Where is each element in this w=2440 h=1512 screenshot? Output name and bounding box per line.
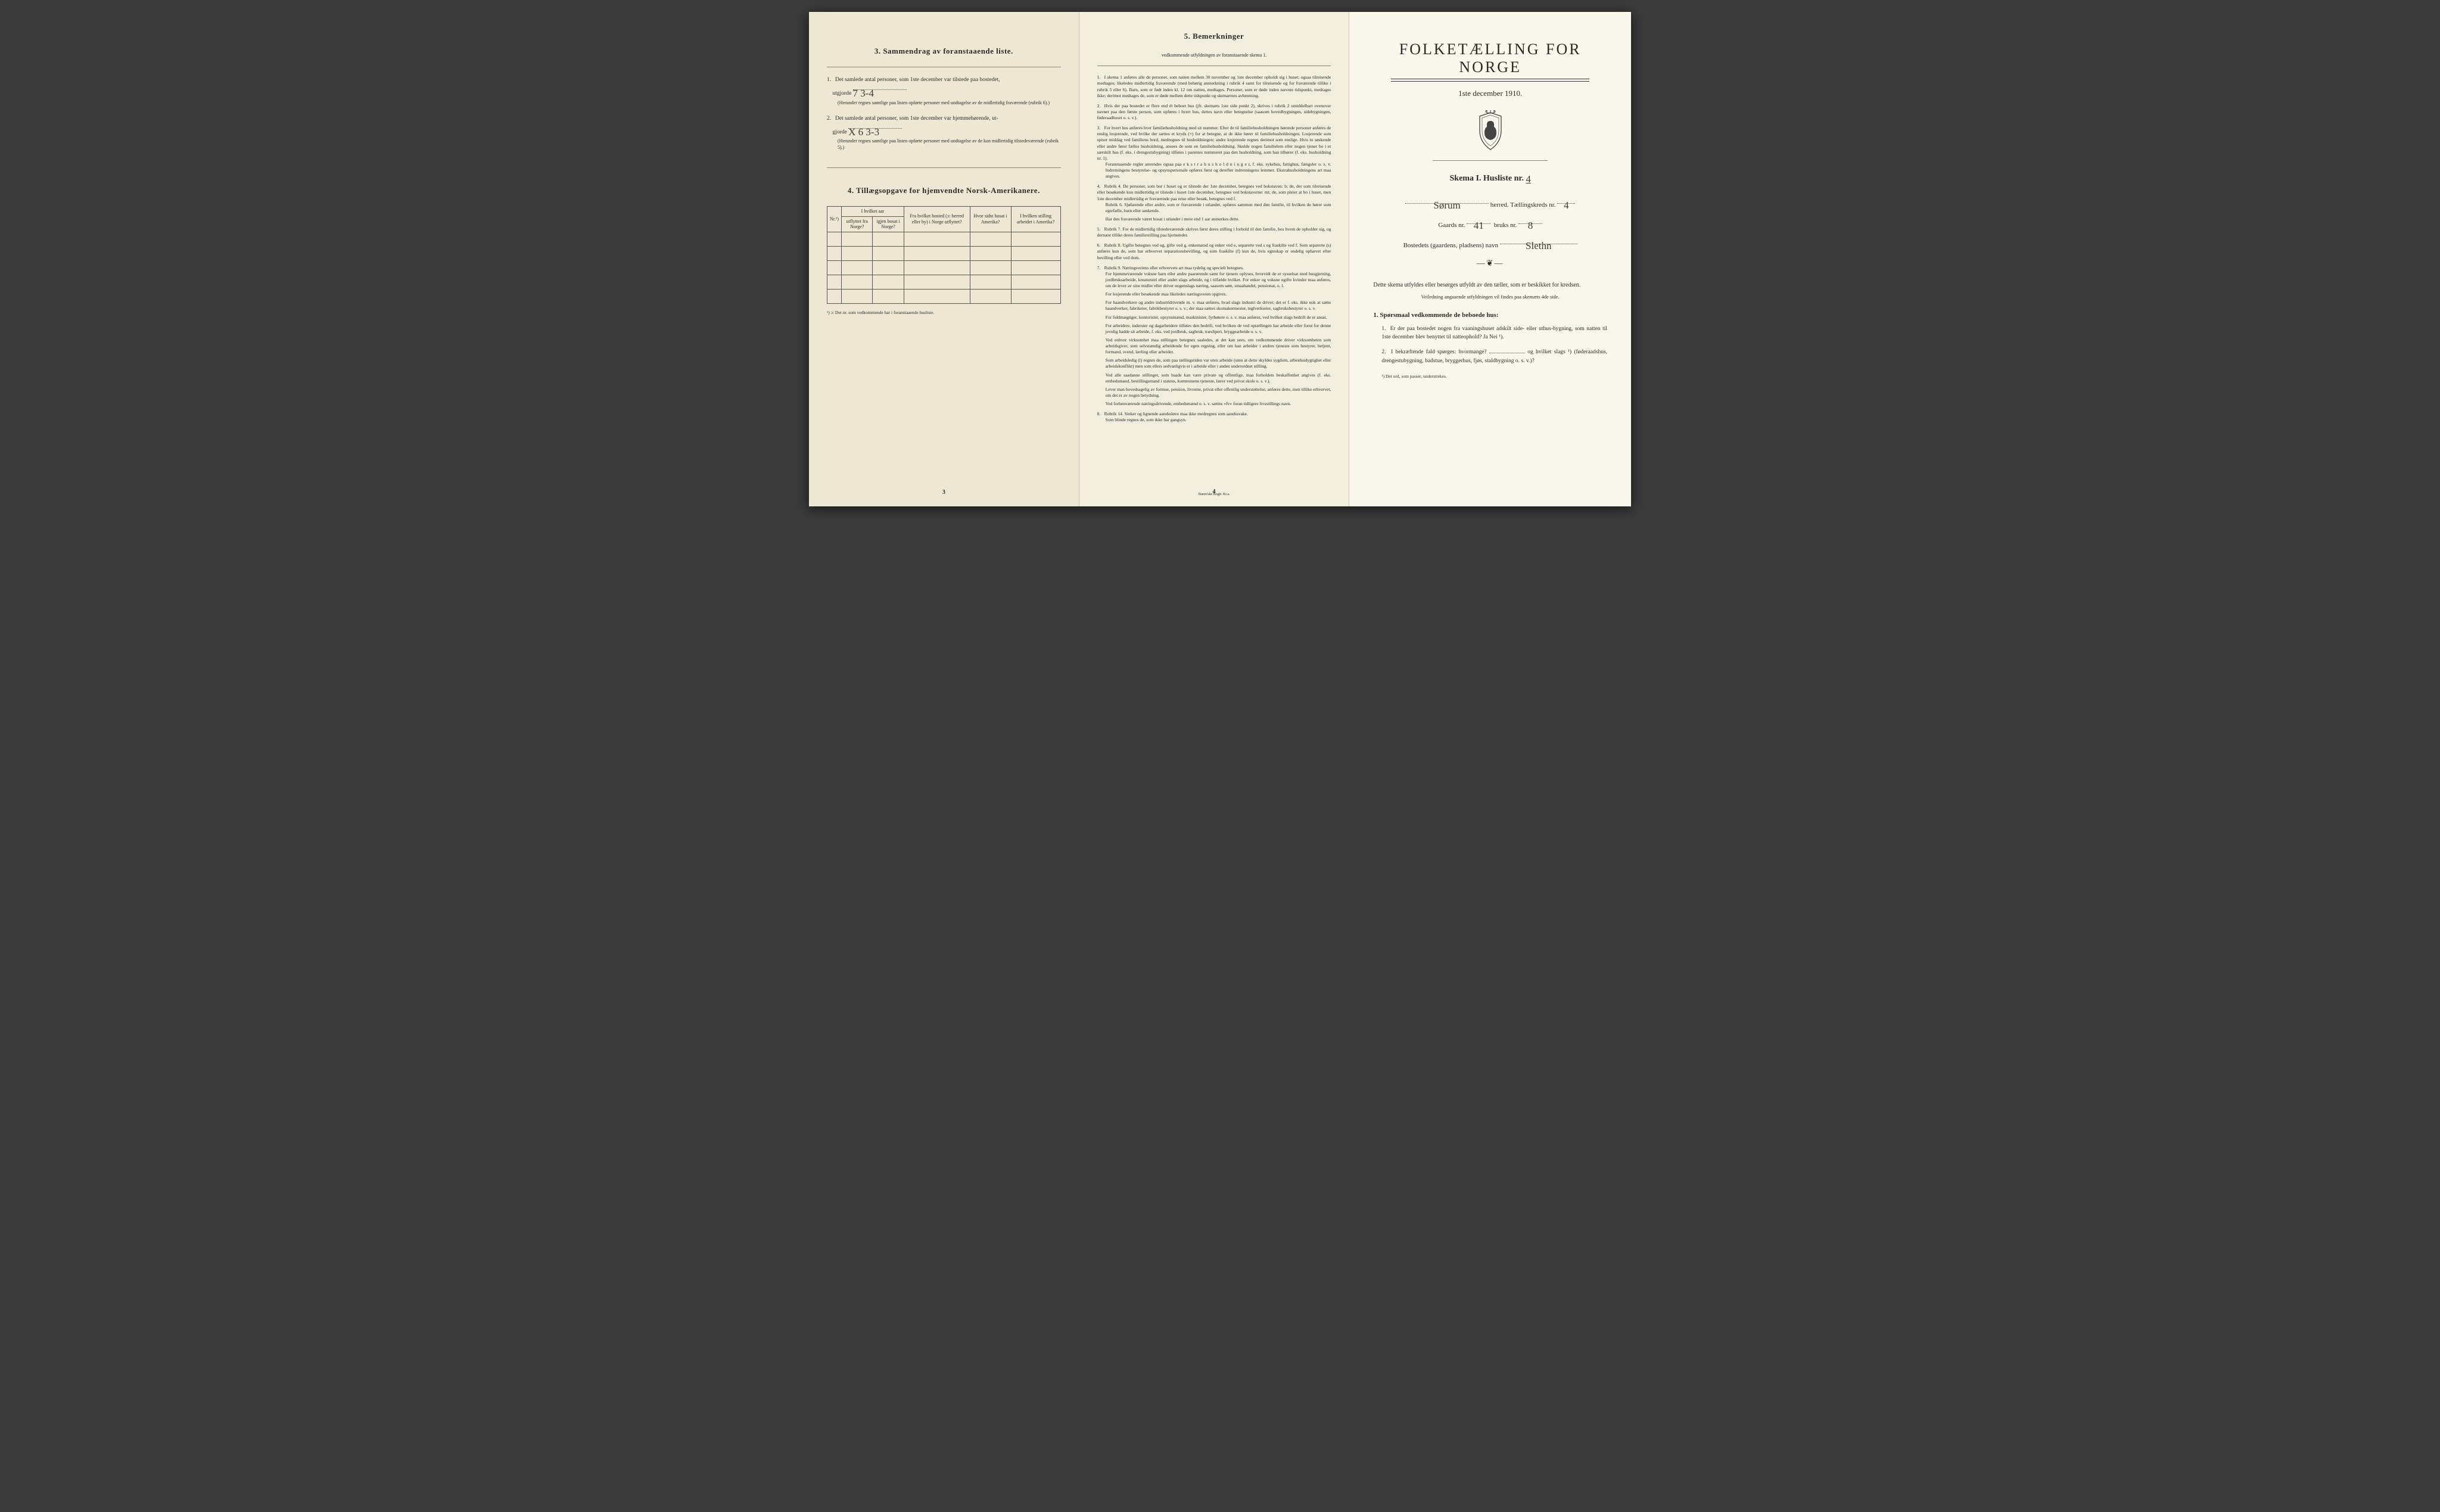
section-5-subtitle: vedkommende utfyldningen av foranstaaend…	[1097, 52, 1331, 59]
gaards-nr: 41	[1474, 220, 1484, 232]
col-year-out: utflyttet fra Norge?	[842, 216, 873, 232]
husliste-nr: 4	[1526, 173, 1531, 185]
skema-line: Skema I. Husliste nr. 4	[1373, 172, 1607, 183]
col-nr: Nr.¹)	[827, 207, 842, 232]
remark-6: 6.Rubrik 8. Ugifte betegnes ved ug, gift…	[1097, 242, 1331, 260]
section-5-title: 5. Bemerkninger	[1097, 31, 1331, 42]
divider	[1433, 160, 1548, 161]
col-from: Fra hvilket bosted (ɔ: herred eller by) …	[904, 207, 970, 232]
title-rule	[1391, 81, 1589, 82]
divider	[827, 167, 1061, 168]
remark-8: 8.Rubrik 14. Sinker og lignende aandsslø…	[1097, 411, 1331, 423]
remark-2: 2.Hvis der paa bostedet er flere end ét …	[1097, 103, 1331, 121]
note-2: (Herunder regnes samtlige paa listen opf…	[838, 138, 1061, 151]
col-where: Hvor sidst bosat i Amerika?	[970, 207, 1011, 232]
kreds-nr: 4	[1564, 200, 1569, 211]
bosted-value: Slethn	[1526, 240, 1551, 252]
ornament-icon: ―❦―	[1373, 259, 1607, 269]
bosted-row: Bostedets (gaardens, pladsens) navn Slet…	[1373, 238, 1607, 249]
remark-7: 7.Rubrik 9. Næringsveiens eller erhverve…	[1097, 265, 1331, 407]
document-spread: 3. Sammendrag av foranstaaende liste. 1.…	[809, 12, 1631, 506]
question-2: 2. I bekræftende fald spørges: hvormange…	[1381, 347, 1607, 365]
questions-block: 1. Spørsmaal vedkommende de beboede hus:…	[1373, 312, 1607, 365]
section-4-title: 4. Tillægsopgave for hjemvendte Norsk-Am…	[827, 186, 1061, 195]
handwritten-value-2: X 6 3-3	[848, 125, 879, 140]
remark-3: 3.For hvert hus anføres hver familiehush…	[1097, 125, 1331, 179]
questions-heading: 1. Spørsmaal vedkommende de beboede hus:	[1373, 312, 1607, 319]
page-number: 3	[942, 489, 945, 496]
bruks-nr: 8	[1528, 220, 1533, 232]
cover-page: FOLKETÆLLING FOR NORGE 1ste december 191…	[1349, 12, 1631, 506]
remark-5: 5.Rubrik 7. For de midlertidig tilstedev…	[1097, 226, 1331, 238]
page-4: 5. Bemerkninger vedkommende utfyldningen…	[1079, 12, 1350, 506]
summary-list: 1.Det samlede antal personer, som 1ste d…	[827, 76, 1061, 151]
herred-value: Sørum	[1433, 200, 1460, 211]
table-row	[827, 232, 1061, 246]
question-1: 1. Er der paa bostedet nogen fra vaaning…	[1381, 325, 1607, 342]
page-3: 3. Sammendrag av foranstaaende liste. 1.…	[809, 12, 1079, 506]
instruction-1: Dette skema utfyldes eller besørges utfy…	[1373, 281, 1607, 290]
col-year-back: igjen bosat i Norge?	[873, 216, 904, 232]
table-row	[827, 260, 1061, 275]
gaards-row: Gaards nr. 41 bruks nr. 8	[1373, 218, 1607, 229]
cover-footnote: ¹) Det ord, som passer, understrekes.	[1373, 374, 1607, 379]
remark-4: 4.Rubrik 4. De personer, som bor i huset…	[1097, 183, 1331, 222]
summary-item-1: 1.Det samlede antal personer, som 1ste d…	[827, 76, 1061, 106]
col-position: I hvilken stilling arbeidet i Amerika?	[1011, 207, 1060, 232]
table-body	[827, 232, 1061, 303]
col-year: I hvilket aar	[842, 207, 904, 217]
emigrant-table: Nr.¹) I hvilket aar Fra hvilket bosted (…	[827, 206, 1061, 304]
herred-row: Sørum herred. Tællingskreds nr. 4	[1373, 198, 1607, 209]
table-footnote: ¹) ɔ: Det nr. som vedkommende har i fora…	[827, 310, 1061, 315]
remarks-body: 1.I skema 1 anføres alle de personer, so…	[1097, 74, 1331, 423]
main-title: FOLKETÆLLING FOR NORGE	[1373, 41, 1607, 76]
remark-1: 1.I skema 1 anføres alle de personer, so…	[1097, 74, 1331, 99]
summary-item-2: 2.Det samlede antal personer, som 1ste d…	[827, 114, 1061, 151]
section-3-title: 3. Sammendrag av foranstaaende liste.	[827, 46, 1061, 56]
census-date: 1ste december 1910.	[1373, 89, 1607, 98]
handwritten-value-1: 7 3-4	[853, 86, 874, 101]
instruction-2: Veiledning angaaende utfyldningen vil fi…	[1373, 293, 1607, 301]
table-row	[827, 275, 1061, 289]
coat-of-arms-icon	[1473, 110, 1508, 152]
table-row	[827, 246, 1061, 260]
table-row	[827, 289, 1061, 303]
printer-mark: Stæen'ske Bogtr. Kr.a.	[1198, 492, 1230, 497]
